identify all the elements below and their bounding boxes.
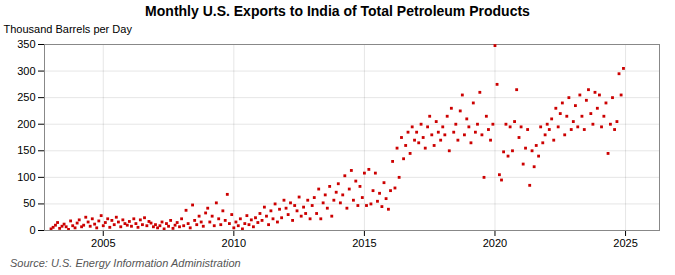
svg-text:200: 200 (17, 118, 35, 130)
svg-text:100: 100 (17, 171, 35, 183)
svg-text:2010: 2010 (222, 237, 246, 249)
svg-text:350: 350 (17, 38, 35, 50)
svg-text:250: 250 (17, 91, 35, 103)
html-text:Monthly U.S. Exports to India: Monthly U.S. Exports to India of Total P… (145, 3, 530, 19)
svg-text:150: 150 (17, 144, 35, 156)
svg-text:2025: 2025 (613, 237, 637, 249)
svg-text:Thousand Barrels per Day: Thousand Barrels per Day (4, 23, 133, 35)
html-text:Source: U.S. Energy Informatio: Source: U.S. Energy Information Administ… (10, 257, 241, 269)
svg-text:2020: 2020 (483, 237, 507, 249)
svg-text:300: 300 (17, 65, 35, 77)
svg-text:2015: 2015 (352, 237, 376, 249)
svg-text:50: 50 (23, 197, 35, 209)
svg-text:0: 0 (29, 224, 35, 236)
svg-text:2005: 2005 (91, 237, 115, 249)
